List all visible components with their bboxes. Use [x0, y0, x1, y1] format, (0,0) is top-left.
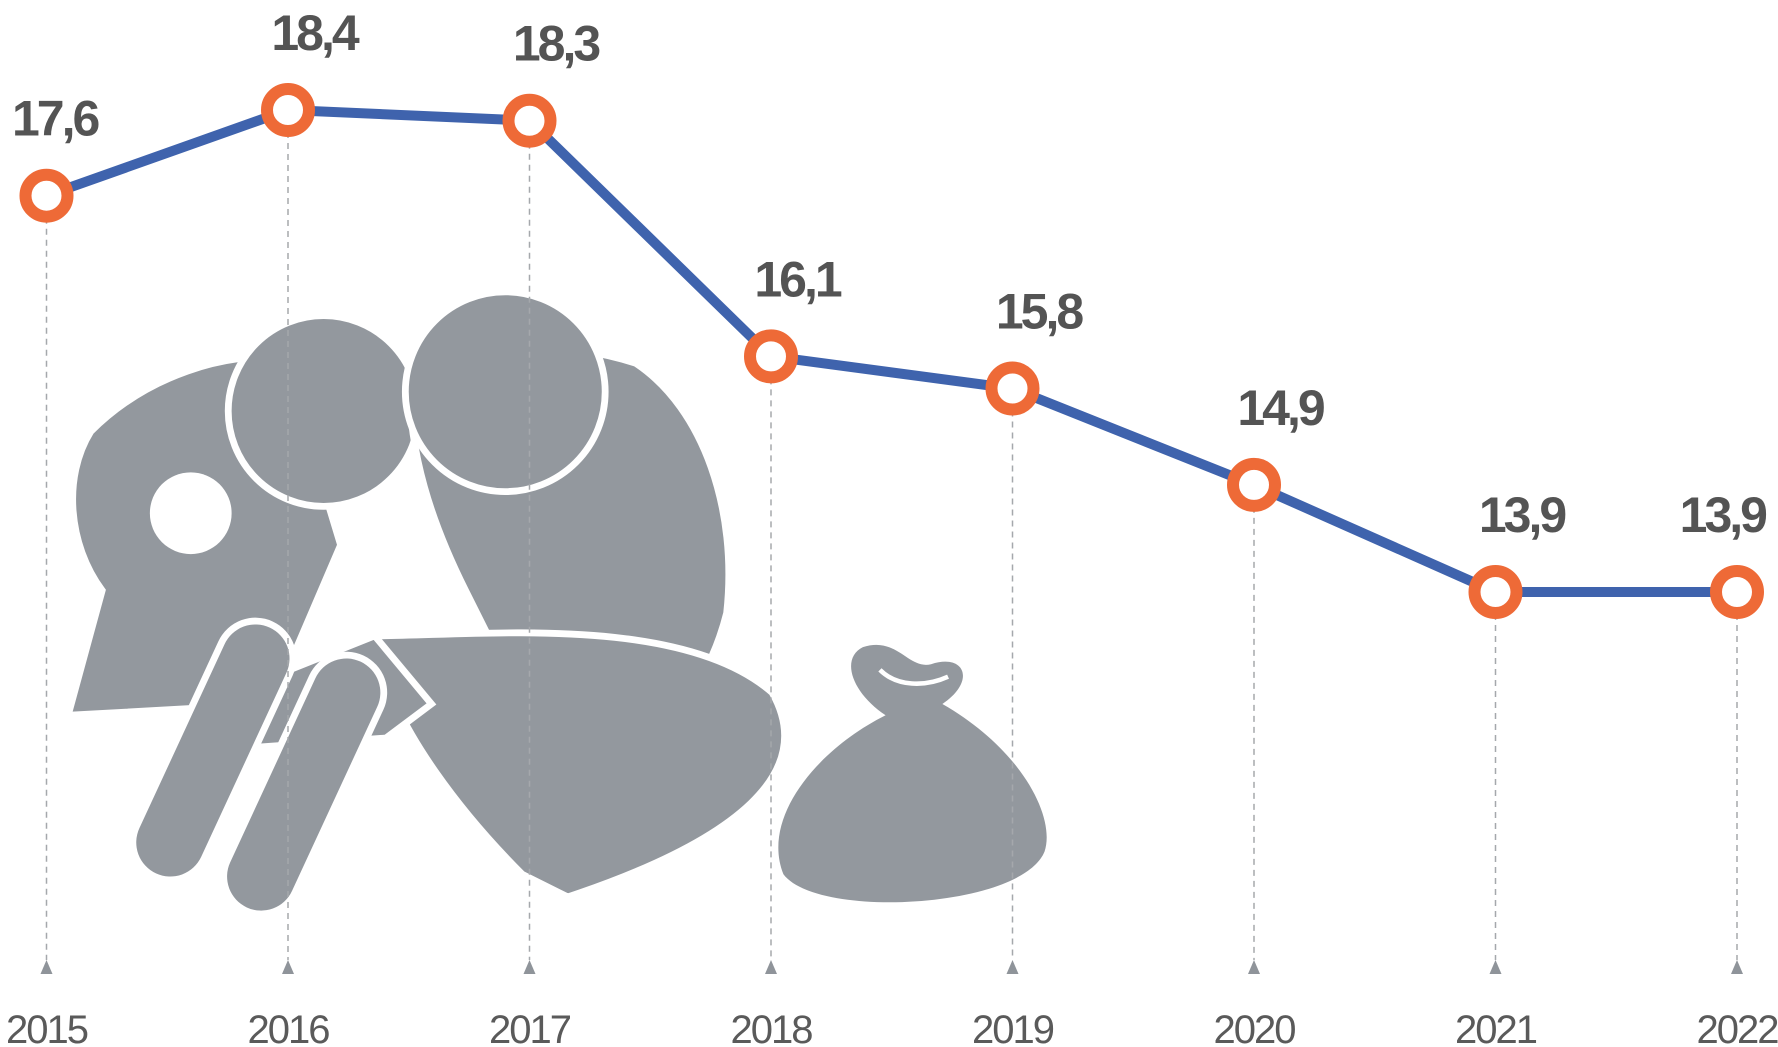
value-label: 18,3	[513, 16, 600, 72]
tick-arrow	[1007, 960, 1019, 974]
tick-arrow	[1731, 960, 1743, 974]
value-label: 13,9	[1479, 487, 1566, 543]
tick-arrow	[524, 960, 536, 974]
x-tick-label: 2020	[1214, 1008, 1296, 1047]
tick-arrow	[1490, 960, 1502, 974]
value-label: 16,1	[754, 251, 842, 307]
point-marker	[267, 89, 309, 131]
x-tick-label: 2016	[248, 1008, 330, 1047]
tick-arrow	[765, 960, 777, 974]
point-marker	[1233, 464, 1275, 506]
x-tick-label: 2015	[6, 1008, 88, 1047]
x-tick-label: 2022	[1697, 1008, 1778, 1047]
x-tick-label: 2021	[1455, 1008, 1537, 1047]
chart: 2015 2016 2017 2018 2019 2020 2021 2022 17,6 18,4…	[0, 0, 1778, 1047]
point-marker	[992, 367, 1034, 409]
point-marker	[1475, 571, 1517, 613]
tick-arrow	[282, 960, 294, 974]
value-label: 13,9	[1680, 487, 1767, 543]
point-marker	[750, 335, 792, 377]
pictogram	[68, 292, 1047, 902]
x-tick-label: 2019	[972, 1008, 1054, 1047]
value-label: 18,4	[271, 5, 360, 61]
point-marker	[509, 100, 551, 142]
value-label: 17,6	[12, 91, 99, 147]
value-label: 14,9	[1237, 380, 1324, 436]
point-marker	[1716, 571, 1758, 613]
x-tick-label: 2018	[731, 1008, 813, 1047]
point-marker	[26, 175, 68, 217]
value-label: 15,8	[996, 283, 1084, 339]
tick-arrow	[41, 960, 53, 974]
x-tick-label: 2017	[489, 1008, 571, 1047]
tick-arrow	[1248, 960, 1260, 974]
page: {"chart_data": {"type": "line", "categor…	[0, 0, 1778, 1047]
